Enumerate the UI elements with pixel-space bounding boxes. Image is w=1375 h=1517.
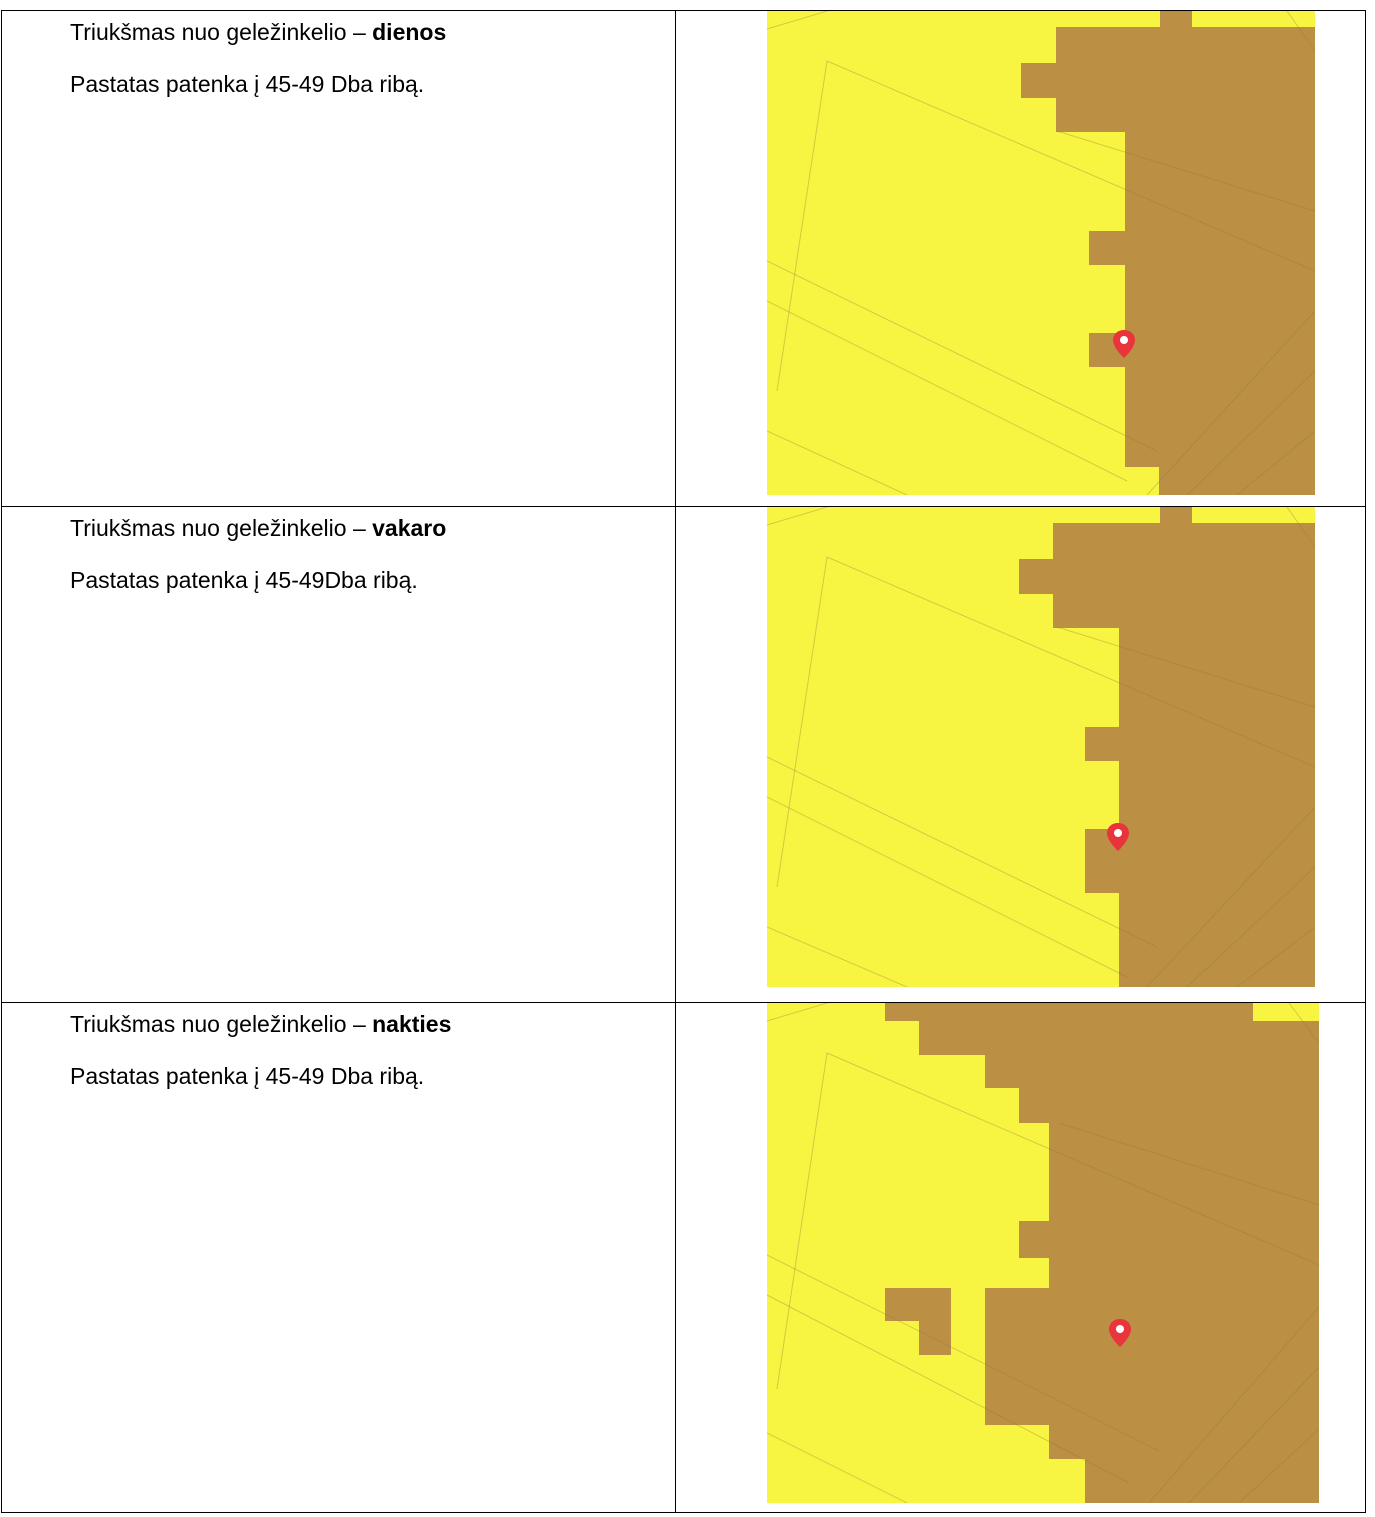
text-cell-night: Triukšmas nuo geležinkelio – nakties Pas… xyxy=(1,1002,676,1513)
map-cell-night xyxy=(675,1002,1366,1513)
heading-evening: Triukšmas nuo geležinkelio – vakaro xyxy=(70,515,447,541)
parcel-lines xyxy=(767,1003,1319,1503)
map-cell-evening xyxy=(675,506,1366,1003)
map-pin-icon xyxy=(1107,823,1129,851)
text-cell-evening: Triukšmas nuo geležinkelio – vakaro Past… xyxy=(1,506,676,1003)
map-cell-day xyxy=(675,10,1366,507)
map-pin-icon xyxy=(1109,1319,1131,1347)
noise-map-day xyxy=(767,11,1315,495)
period-label-evening: vakaro xyxy=(372,515,447,541)
description-day: Pastatas patenka į 45-49 Dba ribą. xyxy=(70,71,425,97)
zone-high-area xyxy=(1019,507,1315,987)
noise-table: Triukšmas nuo geležinkelio – dienos Past… xyxy=(1,10,1366,1513)
noise-map-night xyxy=(767,1003,1319,1503)
map-pin-icon xyxy=(1113,330,1135,358)
zone-low-corner xyxy=(1253,1003,1319,1021)
description-evening: Pastatas patenka į 45-49Dba ribą. xyxy=(70,567,418,593)
zone-low-bottom xyxy=(1125,467,1159,495)
zone-low-corner xyxy=(1192,507,1315,523)
zone-high-area xyxy=(1021,11,1315,495)
heading-night: Triukšmas nuo geležinkelio – nakties xyxy=(70,1011,452,1037)
table-row-evening: Triukšmas nuo geležinkelio – vakaro Past… xyxy=(1,506,1366,1003)
zone-low-corner xyxy=(1192,11,1315,27)
period-label-night: nakties xyxy=(372,1011,452,1037)
zone-high-island xyxy=(885,1288,951,1355)
table-row-day: Triukšmas nuo geležinkelio – dienos Past… xyxy=(1,10,1366,507)
table-row-night: Triukšmas nuo geležinkelio – nakties Pas… xyxy=(1,1002,1366,1513)
zone-high-area xyxy=(885,1003,1319,1503)
noise-map-evening xyxy=(767,507,1315,987)
period-label-day: dienos xyxy=(372,19,447,45)
description-night: Pastatas patenka į 45-49 Dba ribą. xyxy=(70,1063,425,1089)
heading-day: Triukšmas nuo geležinkelio – dienos xyxy=(70,19,447,45)
parcel-lines xyxy=(767,11,1315,495)
parcel-lines xyxy=(767,507,1315,987)
text-cell-day: Triukšmas nuo geležinkelio – dienos Past… xyxy=(1,10,676,507)
